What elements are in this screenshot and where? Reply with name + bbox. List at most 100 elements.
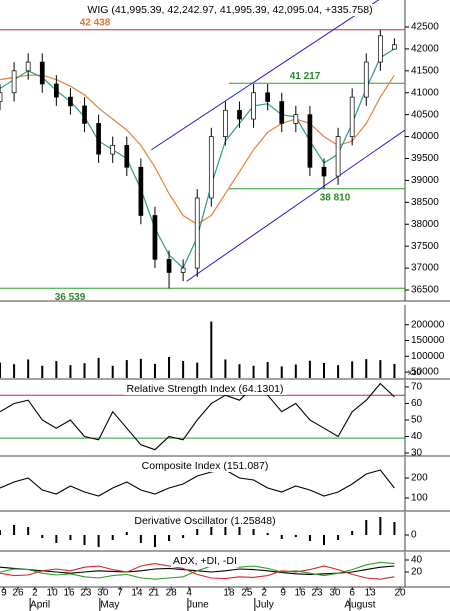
bar: [294, 364, 297, 378]
candle-body: [392, 44, 397, 50]
month-label: August: [344, 600, 375, 611]
bar: [125, 360, 128, 378]
candle-body: [237, 109, 242, 120]
y-tick-label: 36500: [411, 285, 439, 296]
panel-title: Derivative Oscillator (1.25848): [134, 515, 275, 527]
title-bg: [171, 555, 239, 567]
bar: [168, 356, 171, 378]
bar: [252, 365, 255, 378]
x-tick-label: 13: [365, 588, 377, 599]
candle-body: [307, 114, 313, 168]
x-tick-label: 6: [349, 588, 355, 599]
bar: [379, 360, 382, 378]
bar: [139, 535, 142, 543]
x-tick-label: 9: [1, 588, 7, 599]
candle-body: [293, 114, 299, 124]
bar: [13, 364, 16, 378]
line: [0, 561, 395, 580]
bar: [323, 535, 325, 545]
y-tick-label: 38000: [411, 219, 439, 230]
bar: [55, 535, 58, 543]
x-tick-label: 23: [80, 588, 92, 599]
bar: [125, 532, 128, 535]
title-bg: [124, 383, 286, 395]
y-tick-label: 100000: [411, 351, 445, 362]
candle-body: [53, 83, 59, 98]
candle-body: [349, 96, 355, 137]
y-tick-label: 20: [411, 567, 423, 578]
candle-body: [110, 145, 116, 155]
bar: [210, 321, 213, 378]
bar: [69, 535, 72, 540]
candle-body: [321, 166, 327, 177]
y-tick-label: 42000: [411, 44, 439, 55]
channel-line: [151, 0, 380, 151]
bar: [280, 366, 283, 378]
title-bg: [85, 4, 375, 16]
bar: [266, 361, 269, 378]
level-label: 36 539: [55, 292, 86, 303]
y-tick-label: 50000: [411, 367, 439, 378]
panel-title: Relative Strength Index (64.1301): [126, 383, 283, 395]
bar: [27, 359, 30, 378]
bar: [294, 535, 297, 537]
bar: [252, 529, 255, 535]
bar: [224, 359, 227, 378]
candle-body: [363, 61, 369, 98]
y-tick-label: 41000: [411, 87, 439, 98]
x-tick-label: 26: [12, 588, 24, 599]
y-tick-label: 40: [411, 431, 423, 442]
bar: [41, 365, 44, 378]
x-tick-label: 2: [261, 588, 267, 599]
month-label: June: [187, 600, 209, 611]
line: [0, 382, 395, 451]
bar: [393, 363, 396, 378]
bar: [27, 527, 30, 535]
line: [0, 563, 395, 580]
candle-body: [68, 96, 73, 107]
x-tick-label: 21: [148, 588, 160, 599]
bar: [238, 364, 241, 378]
y-tick-label: 150000: [411, 335, 445, 346]
x-tick-label: 30: [329, 588, 341, 599]
candle-body: [279, 101, 285, 124]
bar: [83, 363, 86, 378]
panel: [0, 517, 396, 547]
month-label: April: [30, 600, 50, 611]
bar: [224, 521, 227, 535]
y-tick-label: 38500: [411, 197, 439, 208]
bar: [337, 365, 340, 378]
bar: [111, 365, 114, 378]
y-tick-label: 37500: [411, 241, 439, 252]
bar: [351, 361, 354, 378]
y-tick-label: 70: [411, 382, 423, 393]
x-tick-label: 25: [241, 588, 253, 599]
candle-body: [265, 92, 271, 102]
bar: [323, 362, 325, 378]
bar: [55, 361, 58, 378]
x-tick-label: 16: [63, 588, 75, 599]
candle-body: [377, 35, 383, 63]
bar: [83, 535, 86, 545]
y-tick-label: 37000: [411, 263, 439, 274]
candle-body: [124, 145, 130, 168]
candle-body: [0, 92, 3, 102]
candle-body: [166, 258, 172, 273]
panel: [0, 561, 395, 580]
y-tick-label: 42500: [411, 22, 439, 33]
candle-body: [208, 136, 214, 199]
x-tick-label: 14: [131, 588, 143, 599]
x-tick-label: 23: [311, 588, 323, 599]
bar: [97, 357, 100, 378]
bar: [308, 535, 311, 541]
x-tick-label: 18: [223, 588, 235, 599]
bar: [0, 362, 1, 378]
y-tick-label: 0: [411, 530, 417, 541]
y-tick-label: 200: [411, 473, 428, 484]
bar: [153, 363, 156, 378]
x-tick-label: 4: [186, 588, 192, 599]
y-tick-label: 39000: [411, 175, 439, 186]
bar: [238, 525, 241, 535]
bar: [0, 530, 1, 535]
